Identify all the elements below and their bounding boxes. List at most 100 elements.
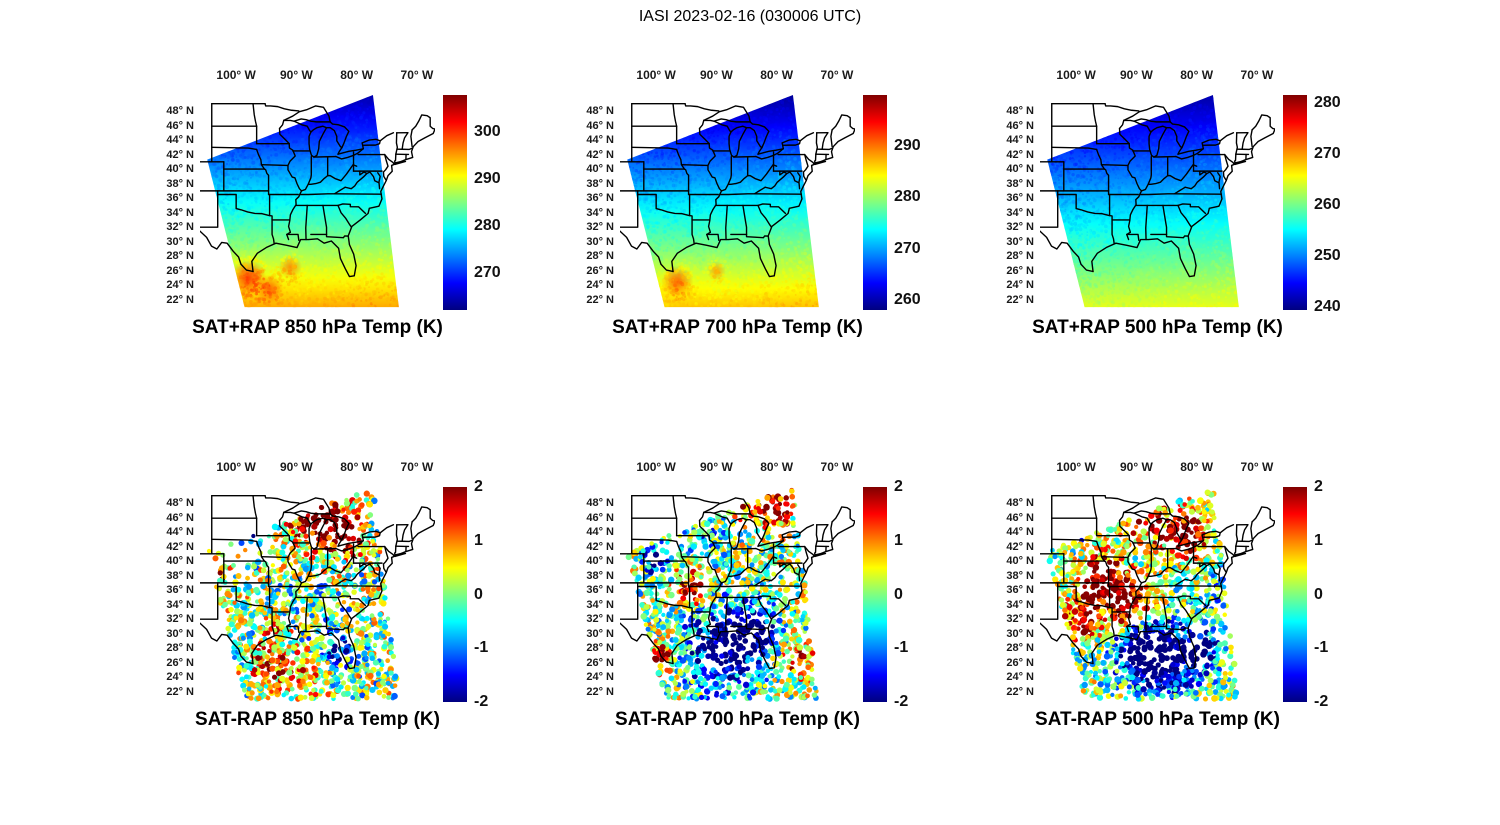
colorbar-tick-label: 270 <box>894 239 921 257</box>
y-tick-label: 40° N <box>586 555 614 568</box>
colorbar-tick-label: -2 <box>474 693 489 710</box>
y-tick-label: 24° N <box>1006 279 1034 292</box>
x-tick-label: 80° W <box>340 460 374 474</box>
y-tick-label: 30° N <box>586 627 614 640</box>
colorbar-sat-minus-rap-500 <box>1283 487 1307 702</box>
x-tick-label: 70° W <box>400 68 434 82</box>
colorbar-tick-label: -2 <box>894 693 909 710</box>
x-tick-label: 100° W <box>636 460 676 474</box>
x-tick-label: 80° W <box>760 68 794 82</box>
colorbar-sat-minus-rap-850 <box>443 487 467 702</box>
y-tick-label: 32° N <box>586 221 614 234</box>
y-tick-label: 44° N <box>1006 526 1034 539</box>
y-tick-label: 24° N <box>166 279 194 292</box>
colorbar-tick-label: -1 <box>474 639 489 657</box>
colorbar-sat-plus-rap-500 <box>1283 95 1307 310</box>
y-tick-label: 36° N <box>166 584 194 597</box>
colorbar-tick-label: 260 <box>1314 196 1341 214</box>
y-tick-label: 34° N <box>166 206 194 219</box>
colorbar-tick-label: 280 <box>1314 93 1341 111</box>
colorbar-sat-plus-rap-850 <box>443 95 467 310</box>
y-tick-label: 26° N <box>166 656 194 669</box>
panel-sat-minus-rap-700: 100° W 90° W 80° W 70° W 48° N 46° N 44° N 42° … <box>586 460 908 730</box>
y-tick-label: 26° N <box>586 656 614 669</box>
y-tick-label: 36° N <box>586 584 614 597</box>
y-tick-label: 24° N <box>166 671 194 684</box>
y-tick-label: 40° N <box>586 163 614 176</box>
y-tick-label: 42° N <box>166 148 194 161</box>
colorbar-tick-label: 2 <box>1314 478 1323 495</box>
panel-caption: SAT+RAP 700 hPa Temp (K) <box>612 317 863 338</box>
panel-caption: SAT-RAP 700 hPa Temp (K) <box>615 709 860 730</box>
colorbar-tick-label: 280 <box>474 216 501 234</box>
x-tick-label: 100° W <box>1056 68 1096 82</box>
y-tick-label: 44° N <box>586 526 614 539</box>
y-tick-label: 28° N <box>586 642 614 655</box>
y-tick-label: 22° N <box>166 685 194 698</box>
panel-sat-plus-rap-700: 100° W 90° W 80° W 70° W 48° N 46° N 44° N 42° … <box>586 68 920 338</box>
y-tick-label: 38° N <box>586 569 614 582</box>
y-tick-label: 26° N <box>166 264 194 277</box>
y-tick-label: 44° N <box>1006 134 1034 147</box>
panel-sat-minus-rap-500: 100° W 90° W 80° W 70° W 48° N 46° N 44° N 42° … <box>1006 460 1328 730</box>
colorbar-tick-label: 1 <box>1314 531 1323 549</box>
x-tick-label: 100° W <box>1056 460 1096 474</box>
x-tick-label: 90° W <box>280 68 313 82</box>
x-tick-label: 90° W <box>700 68 733 82</box>
y-tick-label: 26° N <box>1006 264 1034 277</box>
colorbar-tick-label: 0 <box>894 585 903 603</box>
y-tick-label: 36° N <box>166 192 194 205</box>
x-tick-label: 80° W <box>760 460 794 474</box>
y-tick-label: 22° N <box>586 685 614 698</box>
y-tick-label: 42° N <box>586 148 614 161</box>
y-tick-label: 48° N <box>166 496 194 509</box>
panel-caption: SAT-RAP 850 hPa Temp (K) <box>195 709 440 730</box>
colorbar-tick-label: 250 <box>1314 247 1341 265</box>
panel-sat-minus-rap-850: 100° W 90° W 80° W 70° W 48° N 46° N 44° N 42° … <box>166 460 488 730</box>
colorbar-tick-label: 0 <box>1314 585 1323 603</box>
x-tick-label: 70° W <box>400 460 434 474</box>
y-tick-label: 44° N <box>166 134 194 147</box>
y-tick-label: 44° N <box>166 526 194 539</box>
colorbar-tick-label: 280 <box>894 188 921 206</box>
y-tick-label: 28° N <box>166 250 194 263</box>
colorbar-sat-plus-rap-700 <box>863 95 887 310</box>
x-tick-label: 70° W <box>820 460 854 474</box>
x-tick-label: 100° W <box>216 460 256 474</box>
colorbar-tick-label: -1 <box>894 639 909 657</box>
y-tick-label: 42° N <box>586 540 614 553</box>
y-tick-label: 48° N <box>1006 496 1034 509</box>
y-tick-label: 28° N <box>166 642 194 655</box>
colorbar-tick-label: 290 <box>894 137 921 155</box>
y-tick-label: 32° N <box>586 613 614 626</box>
y-tick-label: 24° N <box>586 671 614 684</box>
x-tick-label: 90° W <box>700 460 733 474</box>
y-tick-label: 40° N <box>1006 555 1034 568</box>
colorbar-tick-label: 260 <box>894 290 921 308</box>
y-tick-label: 42° N <box>1006 148 1034 161</box>
colorbar-tick-label: 270 <box>474 263 501 281</box>
y-tick-label: 48° N <box>586 496 614 509</box>
y-tick-label: 30° N <box>166 235 194 248</box>
panel-caption: SAT+RAP 850 hPa Temp (K) <box>192 317 443 338</box>
y-tick-label: 44° N <box>586 134 614 147</box>
panel-caption: SAT+RAP 500 hPa Temp (K) <box>1032 317 1283 338</box>
y-tick-label: 46° N <box>1006 119 1034 132</box>
y-tick-label: 22° N <box>166 293 194 306</box>
y-tick-label: 48° N <box>166 104 194 117</box>
colorbar-tick-label: 300 <box>474 123 501 141</box>
y-tick-label: 46° N <box>166 511 194 524</box>
y-tick-label: 24° N <box>1006 671 1034 684</box>
y-tick-label: 40° N <box>166 555 194 568</box>
y-tick-label: 48° N <box>1006 104 1034 117</box>
y-tick-label: 42° N <box>1006 540 1034 553</box>
y-tick-label: 30° N <box>166 627 194 640</box>
colorbar-sat-minus-rap-700 <box>863 487 887 702</box>
y-tick-label: 34° N <box>166 598 194 611</box>
y-tick-label: 48° N <box>586 104 614 117</box>
y-tick-label: 32° N <box>1006 613 1034 626</box>
y-tick-label: 26° N <box>1006 656 1034 669</box>
y-tick-label: 32° N <box>166 221 194 234</box>
y-tick-label: 46° N <box>1006 511 1034 524</box>
colorbar-tick-label: 270 <box>1314 144 1341 162</box>
